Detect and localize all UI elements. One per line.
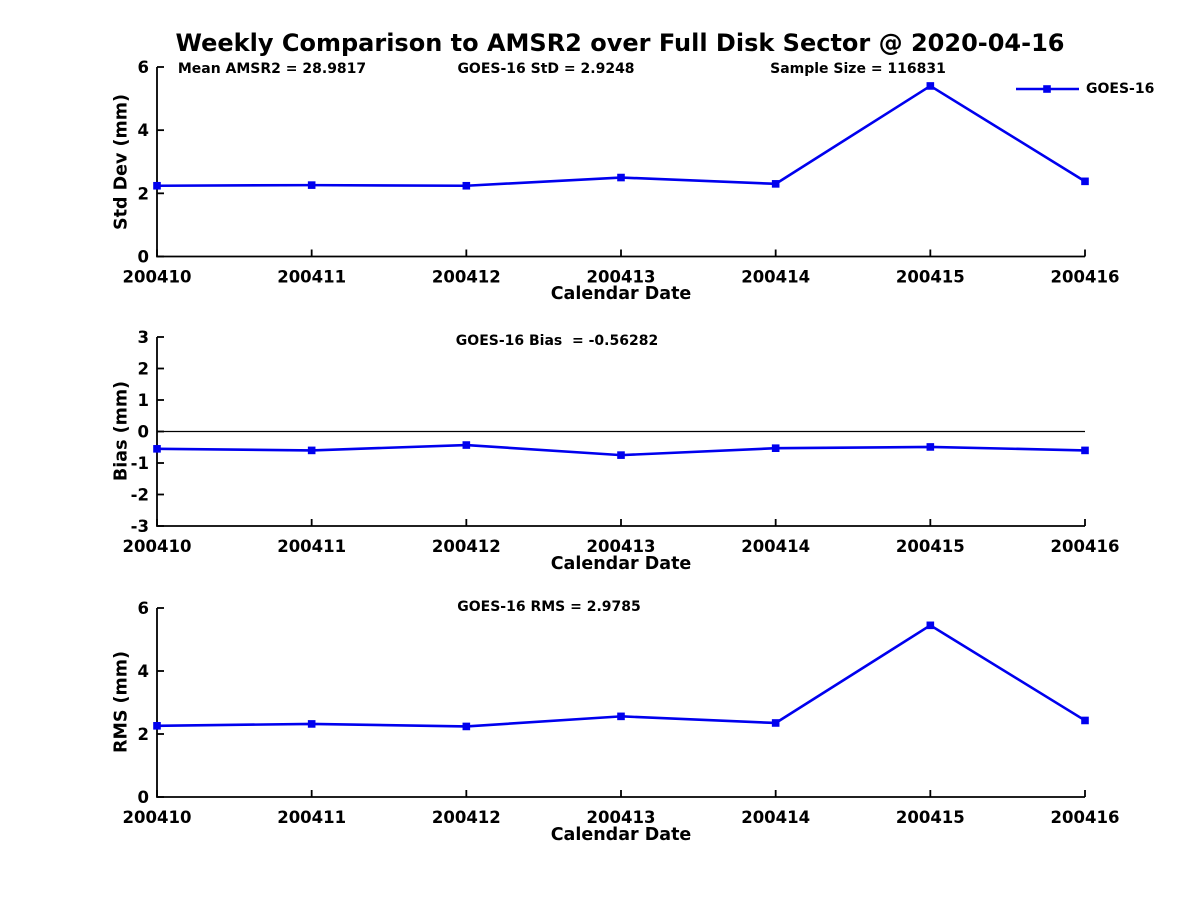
x-tick-label: 200413 — [587, 537, 656, 556]
y-axis-label-std-dev: Std Dev (mm) — [111, 94, 132, 230]
x-tick-label: 200410 — [123, 537, 192, 556]
x-tick-label: 200411 — [277, 537, 346, 556]
y-tick-label: 6 — [138, 58, 149, 77]
y-tick-label: 0 — [138, 248, 149, 267]
series-marker — [771, 719, 780, 727]
x-axis-label-middle: Calendar Date — [550, 554, 692, 574]
x-tick-label: 200411 — [277, 268, 346, 287]
series-marker — [617, 173, 625, 182]
series-marker — [462, 441, 471, 449]
x-tick-label: 200416 — [1051, 537, 1120, 556]
series-marker — [307, 720, 316, 728]
series-line-GOES-16 — [156, 624, 1086, 728]
x-tick-label: 200410 — [123, 808, 192, 827]
annotation-sample-size: Sample Size = 116831 — [770, 61, 946, 77]
x-axis-label-top: Calendar Date — [550, 284, 692, 304]
x-axis-label-bottom: Calendar Date — [550, 825, 692, 845]
x-tick-label: 200413 — [587, 808, 656, 827]
series-marker — [153, 445, 161, 453]
series-marker — [153, 181, 161, 190]
series-line-GOES-16 — [156, 84, 1086, 188]
legend-sample — [1016, 85, 1079, 93]
series-marker — [617, 451, 625, 459]
x-tick-label: 200416 — [1051, 268, 1120, 287]
series-marker — [153, 722, 161, 730]
x-tick-label: 200416 — [1051, 808, 1120, 827]
y-tick-label: -1 — [131, 454, 149, 473]
series-marker — [307, 446, 316, 455]
x-tick-label: 200414 — [741, 808, 810, 827]
x-tick-label: 200410 — [123, 268, 192, 287]
series-marker — [1081, 177, 1089, 186]
annotation-mean-amsr2: Mean AMSR2 = 28.9817 — [177, 61, 367, 77]
series-marker — [771, 180, 780, 188]
series-marker — [1081, 446, 1089, 455]
y-tick-label: 0 — [138, 788, 149, 807]
y-tick-label: 4 — [138, 662, 149, 681]
legend-label-goes16: GOES-16 — [1086, 81, 1155, 97]
legend-marker — [1043, 85, 1051, 93]
x-tick-label: 200412 — [432, 268, 501, 287]
series-marker — [1081, 716, 1089, 725]
x-tick-label: 200415 — [896, 268, 965, 287]
series-marker — [926, 443, 935, 451]
series-marker — [307, 181, 316, 189]
x-tick-label: 200412 — [432, 537, 501, 556]
series-marker — [462, 722, 471, 731]
y-tick-label: 0 — [138, 423, 149, 442]
x-tick-label: 200414 — [741, 268, 810, 287]
x-tick-label: 200414 — [741, 537, 810, 556]
series-marker — [926, 621, 935, 630]
annotation-goes16-std: GOES-16 StD = 2.9248 — [457, 61, 635, 77]
x-tick-label: 200412 — [432, 808, 501, 827]
y-tick-label: 1 — [138, 391, 149, 410]
series-marker — [462, 181, 471, 190]
x-tick-label: 200415 — [896, 808, 965, 827]
chart-std-dev: 0 2 4 6 200410 200411 200412 200413 200414 200415… — [123, 58, 1120, 287]
y-tick-label: 3 — [138, 328, 149, 347]
y-tick-label: 2 — [138, 360, 149, 379]
annotation-goes16-rms: GOES-16 RMS = 2.9785 — [457, 599, 641, 615]
x-tick-label: 200413 — [587, 268, 656, 287]
series-marker — [617, 712, 625, 721]
figure-title: Weekly Comparison to AMSR2 over Full Dis… — [175, 29, 1065, 57]
y-tick-label: -2 — [131, 486, 149, 505]
annotation-goes16-bias: GOES-16 Bias = -0.56282 — [455, 333, 659, 349]
series-marker — [926, 82, 935, 90]
chart-rms: 0 2 4 6 200410 200411 200412 200413 200414 200415… — [123, 599, 1120, 827]
y-axis-label-rms: RMS (mm) — [111, 650, 132, 754]
y-tick-label: 2 — [138, 184, 149, 203]
y-tick-label: 6 — [138, 599, 149, 618]
series-marker — [771, 444, 780, 452]
y-tick-label: 4 — [138, 121, 149, 140]
y-tick-label: 2 — [138, 725, 149, 744]
y-tick-label: -3 — [131, 517, 149, 536]
x-tick-label: 200415 — [896, 537, 965, 556]
y-axis-label-bias: Bias (mm) — [111, 380, 132, 482]
x-tick-label: 200411 — [277, 808, 346, 827]
